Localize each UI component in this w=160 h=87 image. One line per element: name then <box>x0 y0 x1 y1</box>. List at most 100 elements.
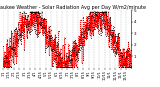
Point <box>113 35 116 37</box>
Point <box>73 50 75 51</box>
Point <box>122 58 125 60</box>
Point <box>90 18 92 19</box>
Point <box>105 19 108 20</box>
Point <box>115 42 118 44</box>
Point <box>32 14 35 15</box>
Point <box>67 55 69 57</box>
Point <box>126 52 128 53</box>
Point <box>89 11 92 12</box>
Point <box>79 38 81 40</box>
Point <box>4 61 6 63</box>
Point <box>36 16 39 17</box>
Point <box>65 52 68 53</box>
Point <box>73 40 76 42</box>
Point <box>56 67 59 68</box>
Point <box>129 67 132 68</box>
Point <box>104 28 106 29</box>
Point <box>95 11 98 12</box>
Point <box>101 11 104 12</box>
Point <box>8 67 10 68</box>
Point <box>9 45 12 47</box>
Point <box>44 27 46 28</box>
Point <box>82 28 84 30</box>
Point <box>52 58 55 59</box>
Point <box>29 11 32 12</box>
Point <box>17 39 20 40</box>
Point <box>97 17 100 18</box>
Point <box>30 11 32 12</box>
Point <box>110 24 112 25</box>
Point <box>13 48 16 50</box>
Point <box>14 45 17 46</box>
Point <box>34 12 36 14</box>
Point <box>38 31 40 33</box>
Point <box>25 30 28 31</box>
Point <box>60 52 62 54</box>
Point <box>99 27 102 28</box>
Point <box>105 29 107 30</box>
Point <box>39 24 42 25</box>
Point <box>65 67 68 68</box>
Point <box>20 27 22 28</box>
Point <box>77 51 80 52</box>
Point <box>38 12 41 14</box>
Point <box>118 67 120 68</box>
Point <box>47 35 49 36</box>
Point <box>75 51 77 53</box>
Point <box>81 42 84 43</box>
Point <box>104 11 107 12</box>
Point <box>111 29 113 31</box>
Point <box>50 37 53 39</box>
Point <box>104 11 107 13</box>
Point <box>52 43 55 45</box>
Point <box>88 12 91 14</box>
Point <box>35 11 37 12</box>
Point <box>2 65 5 67</box>
Point <box>6 67 9 68</box>
Point <box>119 54 121 56</box>
Point <box>28 33 31 35</box>
Point <box>52 48 55 49</box>
Point <box>120 52 122 53</box>
Point <box>102 22 105 24</box>
Point <box>45 25 47 26</box>
Point <box>37 11 40 12</box>
Point <box>6 39 8 40</box>
Point <box>106 29 108 30</box>
Point <box>101 13 104 14</box>
Point <box>87 29 90 30</box>
Point <box>101 19 103 21</box>
Point <box>105 11 108 12</box>
Point <box>10 67 12 68</box>
Point <box>45 31 47 32</box>
Point <box>72 41 74 42</box>
Point <box>55 63 57 64</box>
Point <box>72 51 74 52</box>
Point <box>96 27 98 28</box>
Point <box>70 54 73 55</box>
Point <box>41 11 43 12</box>
Point <box>28 20 30 21</box>
Point <box>113 51 116 52</box>
Point <box>54 34 56 35</box>
Point <box>116 35 119 37</box>
Point <box>61 57 64 58</box>
Point <box>50 49 53 50</box>
Point <box>4 55 7 56</box>
Point <box>121 63 124 64</box>
Point <box>96 18 99 20</box>
Point <box>90 11 92 12</box>
Point <box>12 48 15 49</box>
Point <box>123 65 126 66</box>
Point <box>47 31 50 33</box>
Point <box>98 18 101 19</box>
Point <box>69 67 72 68</box>
Point <box>20 43 23 44</box>
Point <box>27 29 30 31</box>
Point <box>32 16 35 18</box>
Point <box>86 33 89 34</box>
Point <box>114 44 116 46</box>
Point <box>35 11 38 12</box>
Point <box>80 31 83 32</box>
Point <box>50 35 53 36</box>
